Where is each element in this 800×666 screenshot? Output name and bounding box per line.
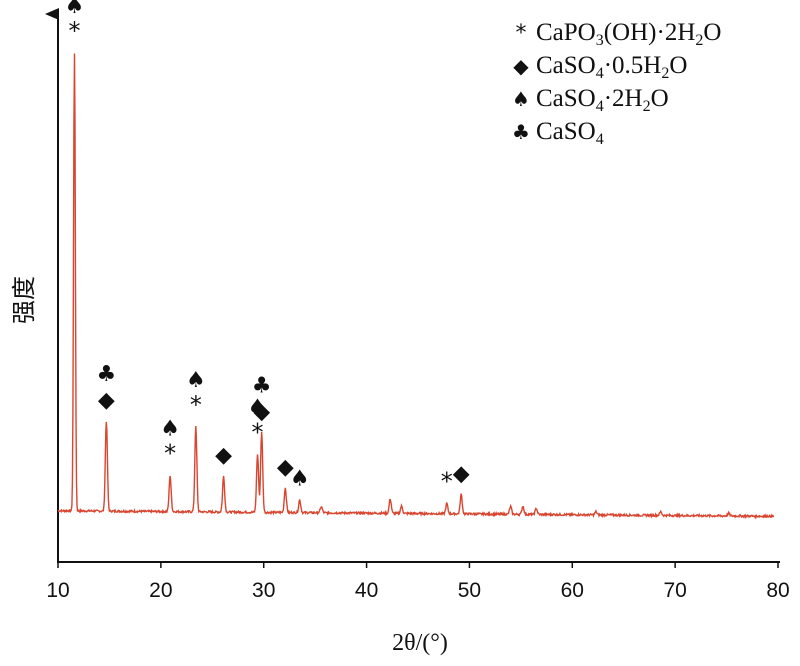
x-tick-label: 60 [561, 579, 584, 602]
legend-symbol: ♣ [512, 120, 530, 144]
legend-symbol: * [516, 21, 527, 46]
peak-marker: ♠ [248, 396, 268, 421]
peak-marker: ♣ [96, 362, 116, 387]
series-line [57, 53, 775, 520]
peak-marker: ◆ [277, 455, 294, 480]
x-axis-title: 2θ/(°) [392, 630, 448, 656]
peak-marker: ♠ [186, 368, 206, 393]
legend-label: CaSO4·0.5H2O [536, 52, 687, 82]
peak-marker: ♠ [65, 0, 85, 19]
x-tick-label: 50 [458, 579, 481, 602]
x-ticks: 10 20 30 40 50 60 70 80 [46, 562, 790, 602]
peak-marker: ♠ [160, 417, 180, 442]
legend: * CaPO3(OH)·2H2O ◆ CaSO4·0.5H2O♠ CaSO4·2H2O♣… [512, 19, 721, 148]
peak-marker: * [441, 467, 453, 495]
peak-marker: * [190, 391, 202, 419]
peak-marker: ◆ [253, 400, 270, 425]
legend-symbol: ◆ [513, 54, 529, 78]
x-tick-label: 80 [766, 579, 789, 602]
legend-symbol: ♠ [512, 87, 530, 111]
x-tick-label: 70 [663, 579, 686, 602]
x-tick-label: 30 [252, 579, 275, 602]
peak-marker: * [164, 440, 176, 468]
legend-label: CaSO4 [536, 118, 604, 148]
peak-marker: ♠ [290, 467, 310, 492]
peak-marker: ◆ [453, 461, 470, 486]
x-tick-label: 10 [46, 579, 69, 602]
peak-marker: ♣ [252, 374, 272, 399]
legend-label: CaPO3(OH)·2H2O [536, 19, 721, 49]
x-tick-label: 40 [355, 579, 378, 602]
peak-marker: * [68, 17, 80, 45]
peak-marker: ◆ [98, 388, 115, 413]
peak-marker: ◆ [215, 443, 232, 468]
peak-marker: * [252, 419, 264, 447]
y-axis-title: 强度 [11, 276, 38, 324]
x-tick-label: 20 [149, 579, 172, 602]
legend-label: CaSO4·2H2O [536, 85, 669, 115]
peak-annotations: *♠◆♣*♠*♠◆*♠◆♣◆♠ * ◆ [65, 0, 470, 495]
axes [45, 8, 780, 563]
